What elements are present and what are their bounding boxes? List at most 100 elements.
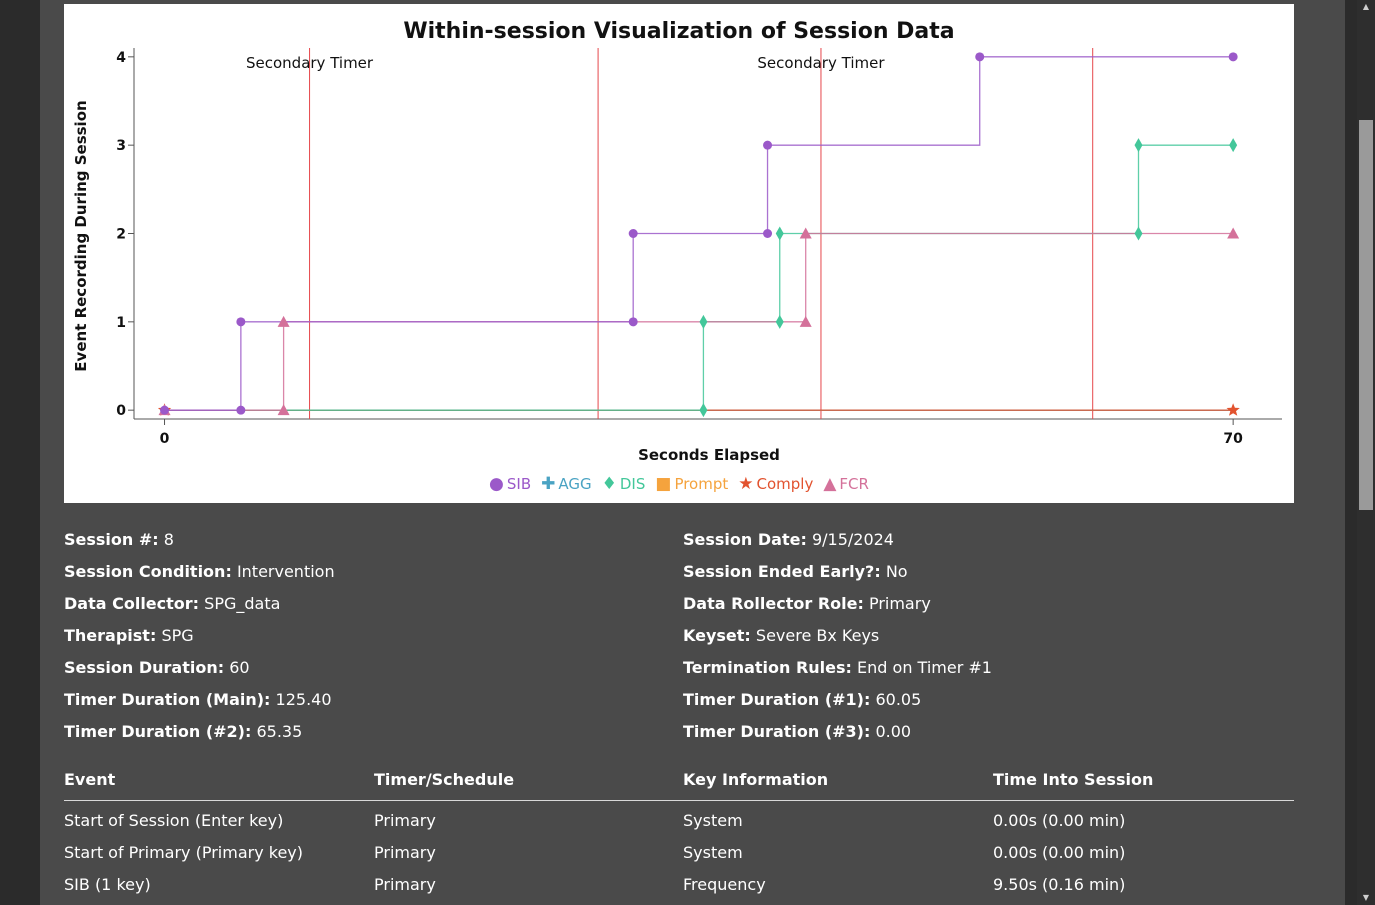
- info-label: Session Ended Early?:: [683, 562, 881, 581]
- info-value: 125.40: [275, 690, 332, 709]
- fcr-data-point: [799, 227, 812, 239]
- table-cell: Start of Session (Enter key): [64, 811, 284, 830]
- chart-title: Within-session Visualization of Session …: [403, 19, 954, 44]
- scroll-up-arrow-icon[interactable]: ▲: [1362, 2, 1370, 11]
- y-tick-label: 0: [116, 403, 126, 419]
- legend-label: DIS: [619, 475, 646, 493]
- info-value: Severe Bx Keys: [755, 626, 880, 645]
- info-label: Timer Duration (#3):: [683, 722, 871, 741]
- info-label: Timer Duration (#1):: [683, 690, 871, 709]
- info-row: Session Condition: Intervention: [64, 560, 335, 584]
- session-info: Session #: 8 Session Condition: Intervent…: [64, 528, 1294, 748]
- sib-data-point: [160, 405, 170, 415]
- info-row: Timer Duration (#1): 60.05: [683, 688, 921, 712]
- triangle-icon: ▲: [823, 474, 837, 494]
- info-row: Termination Rules: End on Timer #1: [683, 656, 992, 680]
- header-time-into-session: Time Into Session: [993, 770, 1154, 789]
- legend-item-sib[interactable]: ● SIB: [489, 474, 531, 494]
- legend-item-comply[interactable]: ★ Comply: [738, 474, 813, 494]
- secondary-timer-annotation: Secondary Timer: [757, 54, 885, 72]
- info-value: 60: [229, 658, 250, 677]
- info-value: 9/15/2024: [811, 530, 894, 549]
- table-cell: 0.00s (0.00 min): [993, 843, 1126, 862]
- info-label: Timer Duration (Main):: [64, 690, 271, 709]
- table-cell: System: [683, 811, 743, 830]
- table-cell: 0.00s (0.00 min): [993, 811, 1126, 830]
- table-cell: 9.50s (0.16 min): [993, 875, 1126, 894]
- info-label: Keyset:: [683, 626, 751, 645]
- info-row: Session Date: 9/15/2024: [683, 528, 894, 552]
- sib-data-point: [763, 229, 773, 238]
- y-tick-label: 3: [116, 138, 126, 154]
- info-row: Keyset: Severe Bx Keys: [683, 624, 879, 648]
- table-cell: System: [683, 843, 743, 862]
- dis-data-point: [1229, 138, 1238, 153]
- info-label: Session Condition:: [64, 562, 232, 581]
- info-value: End on Timer #1: [857, 658, 992, 677]
- y-tick-label: 4: [116, 50, 126, 66]
- scroll-down-arrow-icon[interactable]: ▼: [1362, 893, 1370, 902]
- fcr-data-point: [277, 315, 290, 327]
- info-value: 8: [163, 530, 174, 549]
- legend-item-fcr[interactable]: ▲ FCR: [823, 474, 869, 494]
- sib-data-point: [763, 140, 773, 150]
- table-cell: Primary: [374, 843, 436, 862]
- info-value: 60.05: [875, 690, 922, 709]
- info-row: Timer Duration (#3): 0.00: [683, 720, 911, 744]
- info-value: SPG_data: [204, 594, 281, 613]
- dis-series-line: [164, 144, 1234, 411]
- fcr-data-point: [1227, 227, 1240, 239]
- table-row: Start of Session (Enter key) Primary Syste…: [64, 801, 1294, 833]
- info-value: Primary: [868, 594, 931, 613]
- info-label: Session Duration:: [64, 658, 225, 677]
- table-cell: Frequency: [683, 875, 766, 894]
- info-label: Timer Duration (#2):: [64, 722, 252, 741]
- info-value: No: [885, 562, 908, 581]
- y-axis-label: Event Recording During Session: [72, 100, 90, 371]
- legend-item-prompt[interactable]: ■ Prompt: [655, 474, 728, 494]
- legend-label: FCR: [839, 475, 869, 493]
- comply-data-point: [1226, 403, 1240, 416]
- secondary-timer-annotation: Secondary Timer: [246, 54, 374, 72]
- circle-icon: ●: [489, 474, 504, 494]
- events-table: Event Timer/Schedule Key Information Tim…: [64, 766, 1294, 897]
- info-label: Termination Rules:: [683, 658, 852, 677]
- legend-item-agg[interactable]: ✚ AGG: [541, 474, 592, 494]
- scrollbar-thumb[interactable]: [1359, 120, 1373, 510]
- info-value: 65.35: [256, 722, 303, 741]
- info-label: Session Date:: [683, 530, 807, 549]
- legend-label: Comply: [756, 475, 814, 493]
- fcr-data-point: [277, 404, 290, 416]
- x-tick-label: 70: [1223, 431, 1243, 447]
- header-key-information: Key Information: [683, 770, 829, 789]
- legend-label: AGG: [558, 475, 592, 493]
- header-event: Event: [64, 770, 116, 789]
- vertical-scrollbar[interactable]: ▲ ▼: [1357, 0, 1375, 905]
- header-timer-schedule: Timer/Schedule: [374, 770, 515, 789]
- dis-data-point: [1134, 226, 1143, 241]
- info-value: Intervention: [236, 562, 335, 581]
- info-row: Timer Duration (#2): 65.35: [64, 720, 302, 744]
- y-tick-label: 1: [116, 315, 126, 331]
- sib-data-point: [628, 229, 638, 238]
- info-value: 0.00: [875, 722, 912, 741]
- info-row: Session #: 8: [64, 528, 174, 552]
- table-row: SIB (1 key) Primary Frequency 9.50s (0.16 m…: [64, 865, 1294, 897]
- dis-data-point: [1134, 138, 1143, 153]
- info-row: Timer Duration (Main): 125.40: [64, 688, 332, 712]
- x-axis-label: Seconds Elapsed: [638, 446, 780, 464]
- info-label: Session #:: [64, 530, 159, 549]
- sib-data-point: [236, 317, 246, 327]
- star-icon: ★: [738, 474, 754, 494]
- dis-data-point: [775, 314, 784, 329]
- table-row: Start of Primary (Primary key) Primary Sys…: [64, 833, 1294, 865]
- chart-legend: ● SIB ✚ AGG ♦ DIS ■ Prompt ★ Comply ▲ FCR: [64, 474, 1294, 494]
- plus-icon: ✚: [541, 474, 556, 494]
- square-icon: ■: [655, 474, 672, 494]
- info-row: Session Ended Early?: No: [683, 560, 908, 584]
- table-cell: Start of Primary (Primary key): [64, 843, 303, 862]
- legend-label: Prompt: [674, 475, 729, 493]
- events-table-header: Event Timer/Schedule Key Information Tim…: [64, 766, 1294, 801]
- sib-data-point: [628, 317, 638, 327]
- legend-item-dis[interactable]: ♦ DIS: [602, 474, 646, 494]
